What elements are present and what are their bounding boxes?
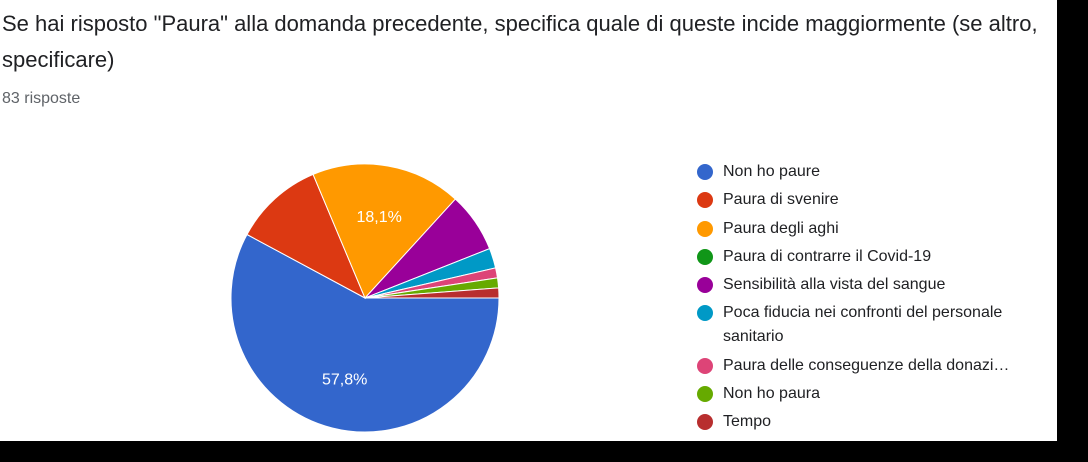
legend-item[interactable]: Paura di svenire (697, 188, 1052, 212)
pie-slice[interactable] (230, 233, 500, 433)
legend-swatch (697, 414, 713, 431)
legend-label: Non ho paure (723, 163, 820, 180)
slice-label: 18,1% (357, 209, 402, 226)
legend-swatch (697, 386, 713, 403)
legend-item[interactable]: Sensibilità alla vista del sangue (697, 273, 1052, 297)
question-title: Se hai risposto "Paura" alla domanda pre… (2, 11, 1038, 72)
chart-card: Se hai risposto "Paura" alla domanda pre… (0, 0, 1057, 441)
legend-label: Paura delle conseguenze della donazi… (723, 356, 1010, 374)
legend-item[interactable]: Non ho paura (697, 382, 1052, 406)
legend-swatch (697, 220, 713, 237)
legend-swatch (697, 357, 713, 374)
slice-label: 57,8% (322, 372, 367, 389)
legend-item[interactable]: Paura delle conseguenze della donazi… (697, 354, 1052, 378)
pie-slice[interactable] (246, 173, 367, 300)
legend: Non ho paure Paura di svenire Paura degli … (697, 160, 1052, 439)
response-count: 83 risposte (2, 90, 81, 107)
legend-label: Non ho paura (723, 385, 820, 403)
legend-label: Paura degli aghi (723, 219, 839, 237)
pie-slice[interactable] (364, 287, 500, 299)
legend-item[interactable]: Non ho paure (697, 160, 1052, 184)
legend-item[interactable]: Tempo (697, 410, 1052, 434)
legend-item[interactable]: Poca fiducia nei confronti del personale… (697, 301, 1052, 349)
pie-chart: 57,8% 18,1% (230, 163, 500, 433)
pie-slice[interactable] (312, 163, 457, 299)
legend-swatch (697, 277, 713, 294)
legend-label: Poca fiducia nei confronti del personale… (723, 304, 1003, 346)
legend-label: Paura di svenire (723, 191, 839, 209)
legend-item[interactable]: Paura di contrarre il Covid-19 (697, 245, 1052, 269)
legend-swatch (697, 164, 713, 180)
legend-label: Sensibilità alla vista del sangue (723, 276, 946, 294)
legend-item[interactable]: Paura degli aghi (697, 217, 1052, 241)
legend-swatch (697, 248, 713, 265)
legend-label: Paura di contrarre il Covid-19 (723, 247, 932, 265)
legend-swatch (697, 192, 713, 209)
legend-swatch (697, 305, 713, 322)
legend-label: Tempo (723, 413, 772, 431)
